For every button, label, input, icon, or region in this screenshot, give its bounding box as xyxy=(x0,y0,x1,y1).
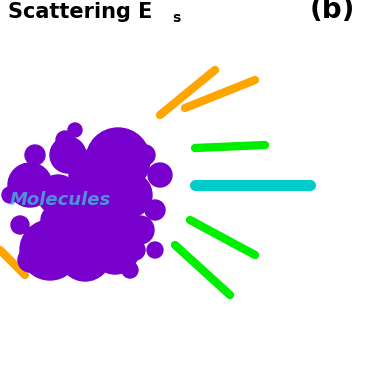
Circle shape xyxy=(148,163,172,187)
Circle shape xyxy=(18,248,42,272)
Circle shape xyxy=(59,229,111,281)
Circle shape xyxy=(25,145,45,165)
Text: s: s xyxy=(172,11,180,25)
Circle shape xyxy=(91,226,139,274)
Circle shape xyxy=(145,200,165,220)
Circle shape xyxy=(147,242,163,258)
Circle shape xyxy=(99,131,117,149)
Text: Molecules: Molecules xyxy=(10,191,111,209)
Circle shape xyxy=(20,220,80,280)
Circle shape xyxy=(126,216,154,244)
Circle shape xyxy=(41,206,69,234)
Circle shape xyxy=(86,128,150,192)
Circle shape xyxy=(69,149,121,201)
Circle shape xyxy=(8,163,52,207)
Circle shape xyxy=(125,240,145,260)
Circle shape xyxy=(2,187,18,203)
Circle shape xyxy=(38,175,78,215)
Circle shape xyxy=(50,137,86,173)
Circle shape xyxy=(95,200,135,240)
Text: Scattering E: Scattering E xyxy=(8,2,152,22)
Text: (b): (b) xyxy=(310,0,355,24)
Circle shape xyxy=(122,262,138,278)
Circle shape xyxy=(11,216,29,234)
Circle shape xyxy=(56,131,74,149)
Circle shape xyxy=(108,173,152,217)
Circle shape xyxy=(68,123,82,137)
Circle shape xyxy=(135,145,155,165)
Circle shape xyxy=(58,175,118,235)
